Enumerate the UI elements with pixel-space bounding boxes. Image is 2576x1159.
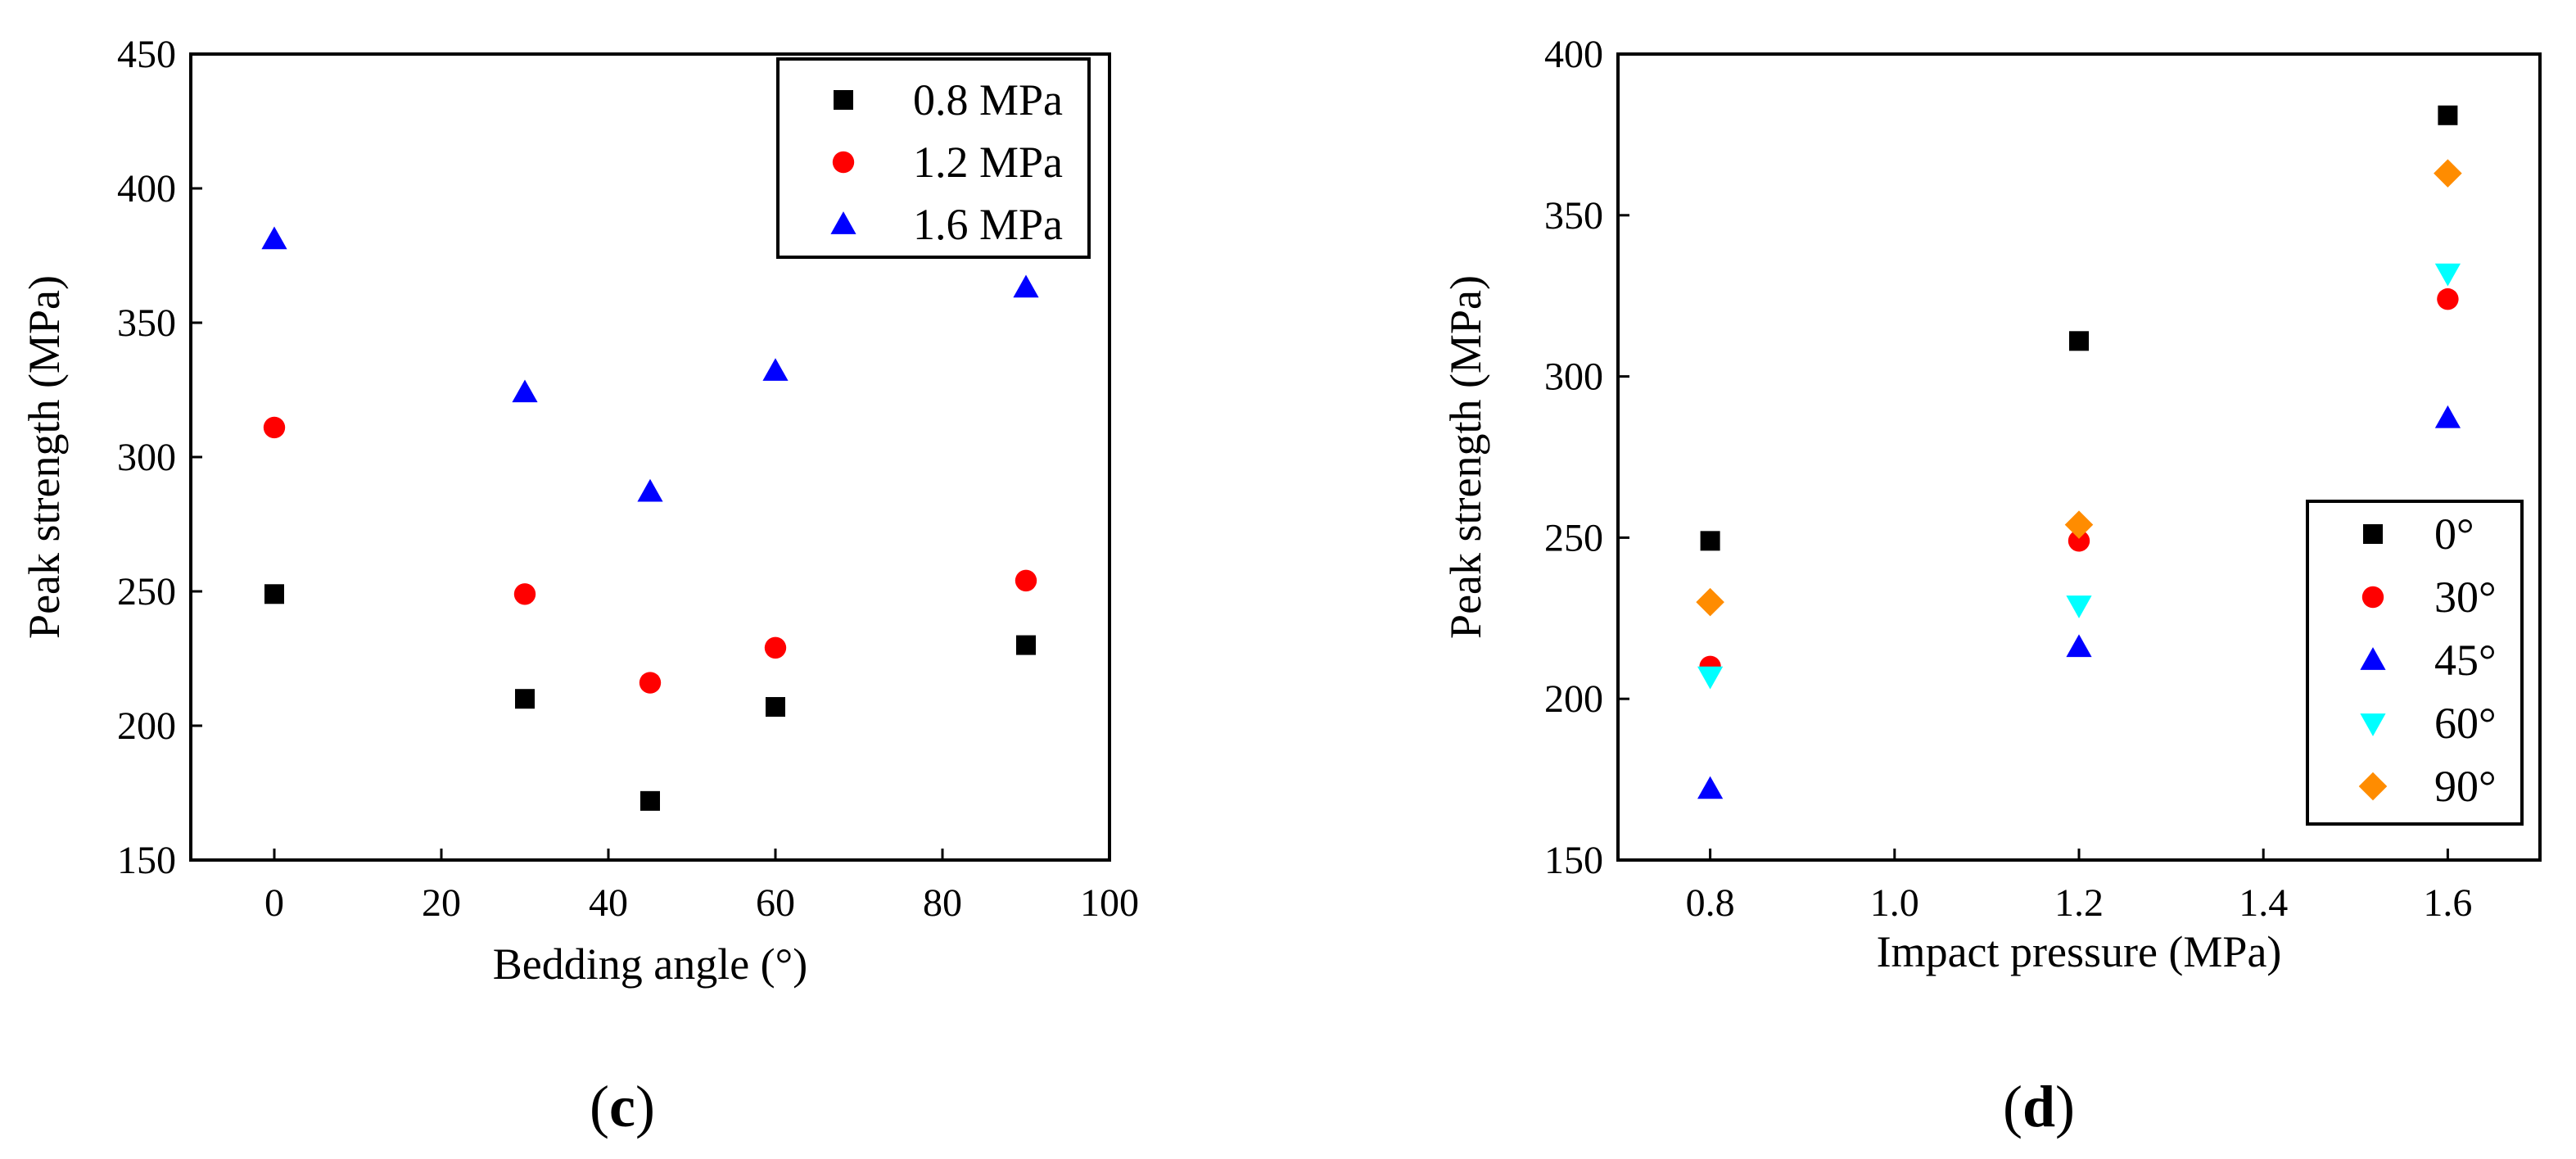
panel-label-paren: ( (590, 1074, 609, 1139)
x-tick-label: 0 (264, 881, 284, 925)
data-point-diamond (2064, 510, 2094, 539)
data-point-diamond (2434, 159, 2462, 188)
y-tick-label: 150 (117, 839, 176, 882)
x-tick-label: 1.0 (1870, 881, 1919, 925)
legend-label: 45° (2434, 636, 2497, 685)
panel-d: 0.8 1.0 1.2 1.4 1.6 150 200 250 300 350 400 Impact … (1441, 33, 2542, 1139)
data-point-circle (2437, 287, 2459, 310)
x-tick-label: 1.2 (2054, 881, 2104, 925)
legend-marker (2360, 647, 2386, 670)
x-tick-label: 100 (1080, 881, 1139, 925)
data-point-circle (764, 636, 787, 659)
y-tick-label: 350 (117, 301, 176, 345)
data-point-circle (263, 416, 286, 439)
x-tick-label: 80 (923, 881, 962, 925)
data-point-triangle-down (2434, 263, 2461, 287)
legend-marker (832, 151, 855, 174)
data-point-diamond (1696, 587, 1724, 617)
y-tick-label: 150 (1544, 839, 1603, 882)
panel-label-letter: d (2022, 1074, 2055, 1139)
x-tick-label: 1.4 (2239, 881, 2288, 925)
legend-marker (830, 211, 856, 234)
legend-label: 60° (2434, 699, 2497, 748)
y-tick-label: 250 (117, 570, 176, 613)
legend-label: 0.8 MPa (913, 75, 1063, 125)
data-point-square (766, 697, 785, 718)
data-point-circle (513, 583, 536, 605)
x-tick-label: 20 (422, 881, 461, 925)
y-tick-label: 400 (117, 167, 176, 211)
panel-label-paren: ( (2003, 1074, 2022, 1139)
x-tick-label: 1.6 (2423, 881, 2472, 925)
data-point-circle (639, 672, 662, 694)
data-point-triangle-up (1013, 274, 1039, 298)
legend-marker (2360, 713, 2386, 736)
data-point-triangle-up (2066, 634, 2092, 658)
legend-marker (2361, 586, 2384, 609)
data-point-triangle-up (1697, 776, 1724, 799)
data-point-triangle-up (2434, 405, 2461, 428)
panel-label: (d) (2003, 1074, 2075, 1139)
y-tick-label: 300 (1544, 355, 1603, 399)
x-axis-title: Impact pressure (MPa) (1877, 927, 2282, 976)
data-point-square (264, 584, 284, 604)
data-point-square (2438, 105, 2458, 125)
data-point-square (1016, 635, 1036, 655)
y-tick-label: 450 (117, 33, 176, 76)
legend-marker (2363, 524, 2383, 544)
y-axis-title: Peak strength (MPa) (1441, 275, 1490, 639)
y-tick-label: 400 (1544, 33, 1603, 76)
panel-c: 0 20 40 60 80 100 150 200 250 300 350 400 450 Bedding… (20, 33, 1139, 1139)
data-point-triangle-up (637, 478, 663, 502)
legend-label: 1.2 MPa (913, 138, 1063, 187)
legend-label: 30° (2434, 573, 2497, 622)
data-point-square (640, 790, 660, 811)
panel-label-letter: c (609, 1074, 635, 1139)
y-axis-title: Peak strength (MPa) (20, 275, 69, 639)
legend-marker (834, 90, 853, 110)
x-tick-label: 40 (589, 881, 628, 925)
panel-label-paren: ) (635, 1074, 655, 1139)
data-point-circle (2068, 530, 2090, 552)
y-tick-label: 250 (1544, 516, 1603, 559)
legend-label: 90° (2434, 762, 2497, 811)
legend-box (2306, 500, 2524, 826)
data-point-triangle-up (261, 226, 287, 250)
y-tick-label: 200 (117, 704, 176, 748)
data-point-triangle-up (512, 379, 538, 403)
data-point-triangle-up (762, 358, 789, 381)
data-point-triangle-down (1697, 666, 1724, 690)
x-axis-title: Bedding angle (°) (493, 939, 808, 989)
data-point-square (1700, 531, 1720, 551)
panel-label: (c) (590, 1074, 655, 1139)
y-tick-label: 300 (117, 436, 176, 479)
legend-marker (2358, 772, 2388, 801)
data-point-square (515, 689, 535, 709)
data-point-triangle-down (2066, 595, 2092, 618)
panel-label-paren: ) (2055, 1074, 2075, 1139)
data-point-square (2069, 331, 2089, 351)
legend-label: 0° (2434, 509, 2474, 559)
legend-label: 1.6 MPa (913, 200, 1063, 249)
legend-box (776, 57, 1091, 259)
y-tick-label: 200 (1544, 677, 1603, 721)
data-point-circle (1015, 569, 1037, 592)
x-tick-label: 0.8 (1686, 881, 1735, 925)
x-tick-label: 60 (756, 881, 795, 925)
y-tick-label: 350 (1544, 194, 1603, 238)
